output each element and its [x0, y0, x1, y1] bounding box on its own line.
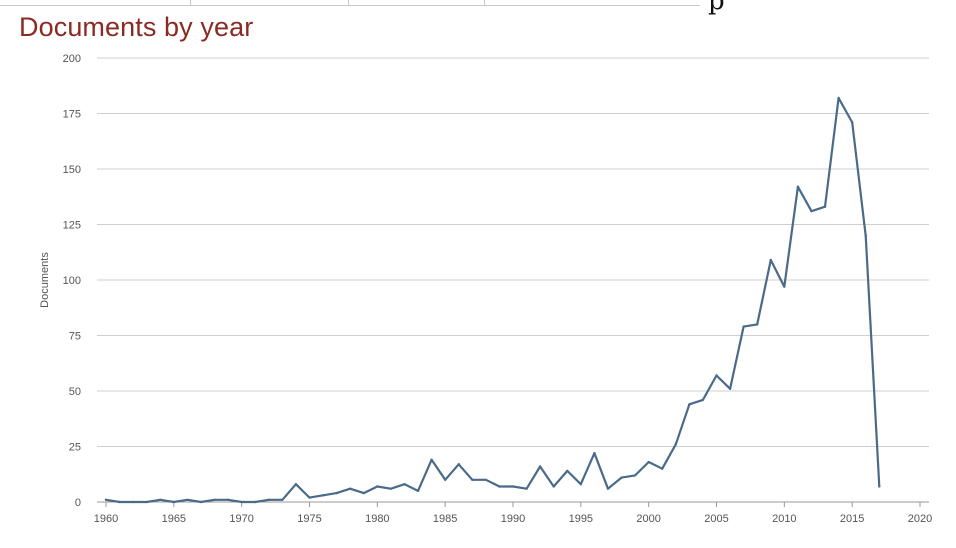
y-tick-label: 0	[75, 497, 81, 509]
data-point	[349, 487, 352, 490]
x-tick-label: 2000	[636, 513, 660, 525]
series-group	[104, 96, 881, 504]
data-point	[783, 285, 786, 288]
data-point	[633, 474, 637, 477]
data-point	[430, 458, 433, 462]
data-point	[159, 498, 162, 501]
y-tick-label: 50	[69, 386, 81, 398]
y-tick-label: 125	[63, 220, 81, 232]
data-point	[606, 487, 610, 490]
data-point	[823, 205, 827, 208]
data-point	[281, 498, 284, 501]
top-divider-tick	[484, 0, 485, 6]
data-point	[172, 500, 176, 504]
x-axis-ticks: 1960 1965 1970 1975 1980 1985 1990 1995 2000 2005…	[94, 502, 932, 525]
data-point	[267, 498, 270, 501]
x-tick-label: 2015	[840, 513, 864, 525]
y-tick-label: 175	[63, 109, 81, 121]
data-point	[850, 121, 854, 124]
data-point	[688, 403, 691, 406]
data-point	[213, 498, 216, 501]
data-point	[186, 498, 189, 501]
x-tick-label: 2020	[908, 513, 932, 525]
data-point	[145, 500, 148, 504]
data-point	[728, 387, 732, 390]
data-point	[484, 478, 488, 481]
data-point	[308, 496, 311, 499]
y-tick-label: 25	[69, 442, 81, 454]
data-point	[538, 465, 542, 468]
top-cropped-text: p	[708, 0, 725, 16]
y-tick-label: 200	[63, 53, 81, 65]
data-point	[647, 460, 650, 464]
data-point	[525, 487, 528, 490]
y-tick-label: 150	[63, 164, 81, 176]
x-tick-label: 1970	[229, 513, 253, 525]
x-tick-label: 1985	[433, 513, 457, 525]
data-point	[416, 489, 420, 493]
data-point	[661, 467, 664, 470]
top-divider-tick	[190, 0, 191, 6]
data-point	[701, 398, 705, 402]
data-point	[471, 478, 474, 481]
data-point	[769, 258, 772, 262]
data-point	[579, 483, 583, 486]
data-point	[443, 478, 447, 481]
data-point	[837, 96, 840, 100]
top-divider	[0, 5, 700, 6]
data-point	[362, 491, 365, 495]
data-point	[620, 476, 623, 479]
data-point	[810, 209, 813, 213]
series-line	[105, 96, 881, 504]
data-point	[104, 498, 108, 501]
data-point	[254, 500, 257, 504]
data-point	[593, 451, 596, 455]
data-point	[240, 500, 243, 504]
data-point	[796, 185, 800, 188]
data-point	[498, 485, 501, 488]
data-point	[199, 500, 203, 504]
x-tick-label: 1995	[569, 513, 593, 525]
data-point	[756, 323, 759, 326]
y-axis-ticks: 0 25 50 75 100 125 150 175 200	[63, 53, 81, 509]
data-point	[335, 491, 338, 495]
top-divider-tick	[348, 0, 349, 6]
x-tick-label: 2010	[772, 513, 796, 525]
data-point	[389, 487, 393, 490]
data-point	[742, 325, 745, 328]
data-point	[321, 494, 325, 497]
data-point	[878, 485, 881, 488]
data-point	[715, 374, 718, 377]
x-tick-label: 1990	[501, 513, 525, 525]
y-axis-title: Documents	[39, 252, 51, 308]
data-point	[511, 485, 515, 488]
data-point	[118, 500, 121, 504]
data-point	[226, 498, 230, 501]
y-tick-label: 100	[63, 275, 81, 287]
x-tick-label: 1975	[297, 513, 321, 525]
data-point	[294, 483, 298, 486]
chart-title: Documents by year	[19, 12, 254, 42]
data-point	[674, 443, 677, 446]
data-point	[131, 500, 135, 504]
x-tick-label: 2005	[704, 513, 728, 525]
x-tick-label: 1965	[162, 513, 186, 525]
y-tick-label: 75	[69, 331, 81, 343]
x-tick-label: 1980	[365, 513, 389, 525]
data-point	[403, 483, 406, 486]
top-cropped-strip: p	[0, 0, 956, 16]
gridlines	[97, 57, 929, 447]
data-point	[552, 485, 555, 488]
data-point	[457, 463, 460, 466]
x-tick-label: 1960	[94, 513, 118, 525]
data-point	[376, 485, 379, 488]
data-point	[566, 469, 569, 473]
data-point	[864, 234, 867, 237]
